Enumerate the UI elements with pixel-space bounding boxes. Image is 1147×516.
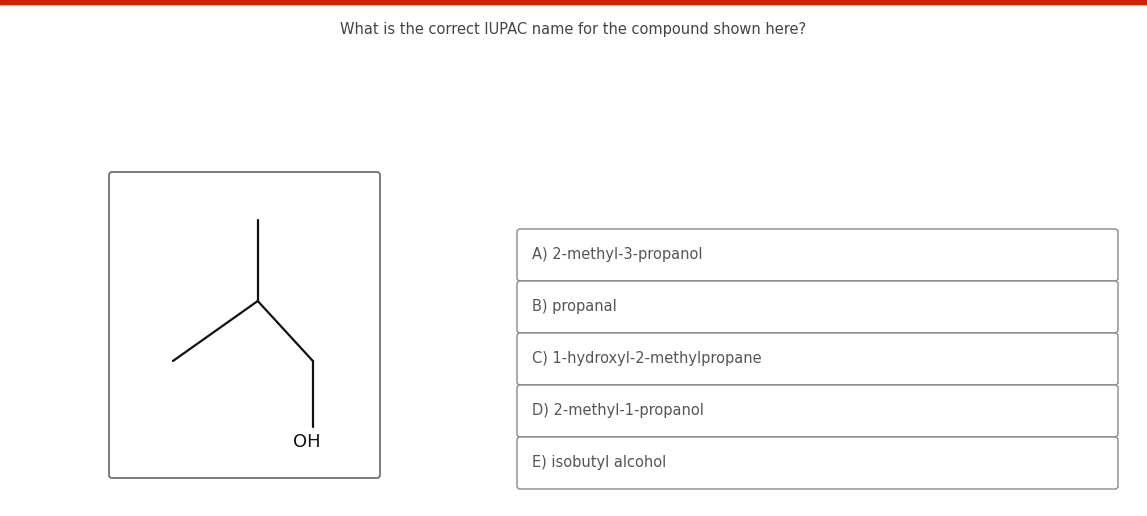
FancyBboxPatch shape (517, 229, 1118, 281)
Text: A) 2-methyl-3-propanol: A) 2-methyl-3-propanol (532, 248, 702, 263)
Text: C) 1-hydroxyl-2-methylpropane: C) 1-hydroxyl-2-methylpropane (532, 351, 762, 366)
Text: D) 2-methyl-1-propanol: D) 2-methyl-1-propanol (532, 404, 704, 418)
FancyBboxPatch shape (517, 333, 1118, 385)
Bar (0, 0, 1147, 4)
Text: What is the correct IUPAC name for the compound shown here?: What is the correct IUPAC name for the c… (341, 22, 806, 37)
FancyBboxPatch shape (517, 281, 1118, 333)
FancyBboxPatch shape (517, 385, 1118, 437)
Text: E) isobutyl alcohol: E) isobutyl alcohol (532, 456, 666, 471)
FancyBboxPatch shape (517, 437, 1118, 489)
Text: OH: OH (292, 433, 321, 451)
Text: B) propanal: B) propanal (532, 299, 617, 314)
FancyBboxPatch shape (109, 172, 380, 478)
